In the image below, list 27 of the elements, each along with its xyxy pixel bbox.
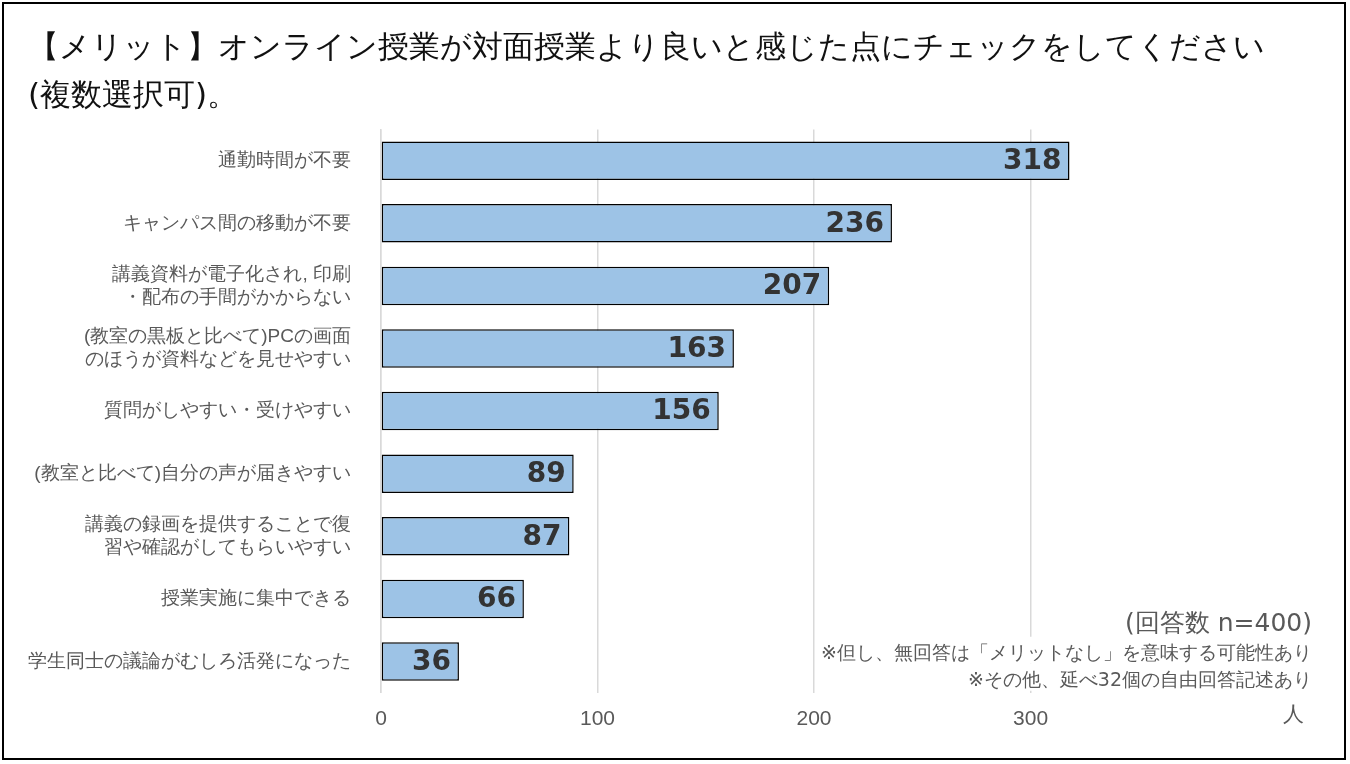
x-axis-title: 人: [1283, 701, 1304, 726]
y-tick-label: キャンパス間の移動が不要: [123, 211, 351, 233]
data-label: 66: [476, 581, 516, 615]
data-label: 87: [522, 518, 562, 552]
x-tick-label: 200: [796, 706, 832, 730]
y-tick-label: 授業実施に集中できる: [161, 587, 351, 609]
annotation: (回答数 n=400): [1125, 607, 1312, 637]
data-label: 163: [667, 330, 726, 364]
chart-title: 【メリット】オンライン授業が対面授業より良いと感じた点にチェックをしてください(複数選択可)。: [28, 27, 1266, 114]
annotation: ※但し、無回答は「メリットなし」を意味する可能性あり: [821, 641, 1312, 664]
data-label: 36: [411, 643, 451, 677]
data-label: 318: [1003, 142, 1062, 176]
y-tick-label: 通勤時間が不要: [218, 148, 351, 170]
y-tick-label: 質問がしやすい・受けやすい: [104, 399, 351, 421]
y-tick-label: (教室と比べて)自分の声が届きやすい: [34, 461, 351, 483]
y-tick-label: 学生同士の議論がむしろ活発になった: [28, 649, 351, 671]
y-tick-label: (教室の黒板と比べて)PCの画面のほうが資料などを見せやすい: [83, 325, 351, 370]
x-tick-label: 300: [1013, 706, 1049, 730]
data-label: 236: [825, 205, 884, 239]
y-tick-label: 講義の録画を提供することで復習や確認がしてもらいやすい: [85, 513, 351, 557]
data-label: 89: [526, 455, 566, 489]
annotation: ※その他、延べ32個の自由回答記述あり: [967, 668, 1312, 691]
x-tick-label: 0: [375, 706, 387, 730]
x-tick-label: 100: [579, 706, 616, 730]
y-tick-label: 講義資料が電子化され, 印刷・配布の手間がかからない: [112, 262, 351, 307]
data-label: 156: [652, 393, 711, 427]
data-label: 207: [762, 268, 822, 302]
